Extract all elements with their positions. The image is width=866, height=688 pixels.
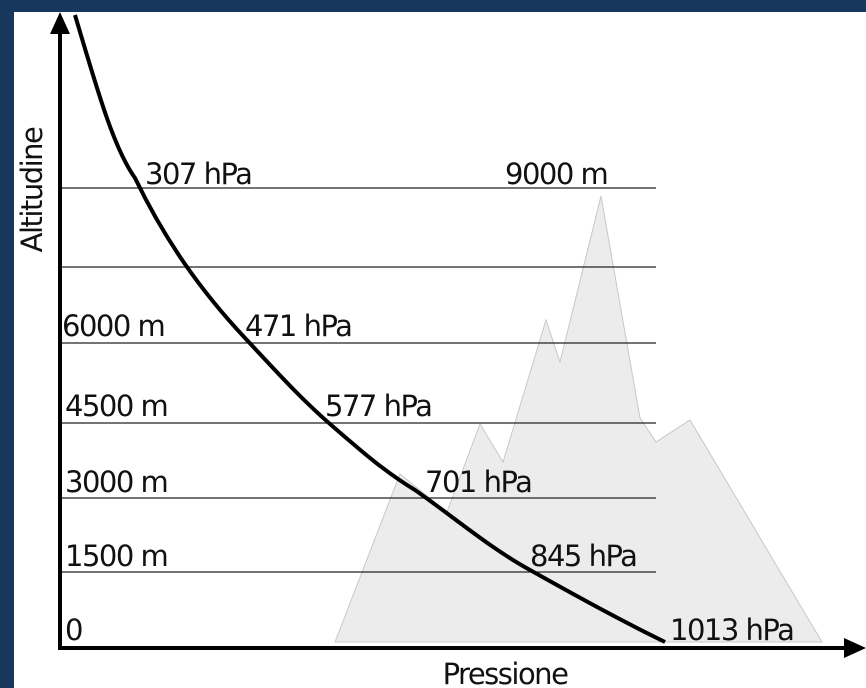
altitude-label: 4500 m (65, 389, 167, 423)
pressure-label: 845 hPa (530, 539, 636, 573)
pressure-label: 701 hPa (425, 465, 531, 499)
altitude-label: 9000 m (505, 157, 607, 191)
altitude-label: 6000 m (62, 309, 164, 343)
pressure-curve (73, 14, 666, 644)
pressure-label: 307 hPa (145, 157, 251, 191)
pressure-label: 577 hPa (325, 389, 431, 423)
level-lines (60, 187, 656, 573)
altitude-label: 3000 m (65, 465, 167, 499)
pressure-label: 471 hPa (245, 309, 351, 343)
x-arrow (844, 638, 866, 658)
y-axis-label: Altitudine (15, 127, 49, 252)
pressure-label: 1013 hPa (670, 613, 793, 647)
altitude-label: 0 (65, 613, 82, 647)
x-axis-label: Pressione (443, 657, 569, 688)
altitude-label: 1500 m (65, 539, 167, 573)
y-arrow (50, 12, 70, 34)
